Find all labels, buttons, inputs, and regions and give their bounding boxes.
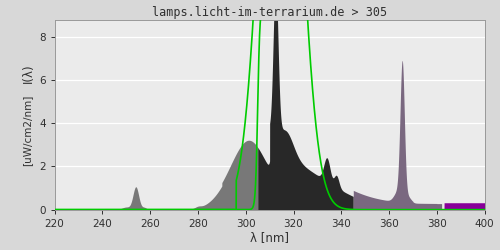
X-axis label: λ [nm]: λ [nm] xyxy=(250,232,289,244)
Title: lamps.licht-im-terrarium.de > 305: lamps.licht-im-terrarium.de > 305 xyxy=(152,6,387,18)
Text: [uW/cm2/nm]: [uW/cm2/nm] xyxy=(22,94,32,166)
Text: I(λ): I(λ) xyxy=(22,63,36,83)
